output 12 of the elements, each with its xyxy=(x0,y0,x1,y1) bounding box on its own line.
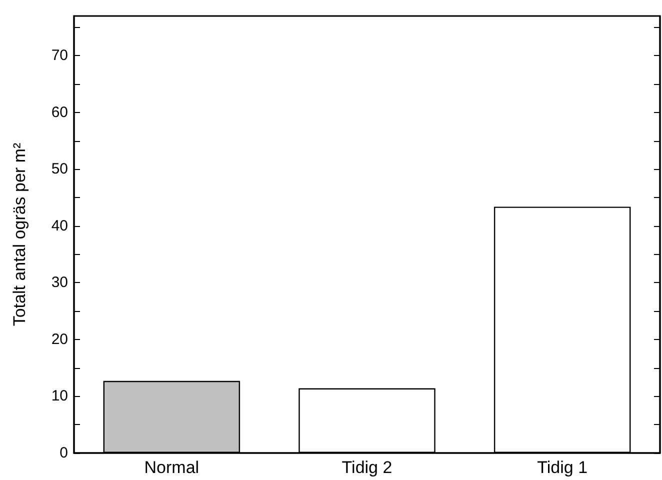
y-axis-title: Totalt antal ogräs per m² xyxy=(10,142,29,326)
y-tick-label: 20 xyxy=(51,330,68,348)
y-tick-label: 30 xyxy=(51,274,68,292)
y-tick-label: 50 xyxy=(51,160,68,178)
x-tick-label: Normal xyxy=(144,458,200,477)
y-tick-label: 70 xyxy=(51,47,68,64)
y-tick-label: 10 xyxy=(51,388,68,405)
y-tick-label: 0 xyxy=(60,444,68,462)
y-tick-label: 60 xyxy=(51,104,68,121)
x-tick-label: Tidig 1 xyxy=(537,458,588,477)
y-tick-label: 40 xyxy=(51,217,68,234)
x-tick-label: Tidig 2 xyxy=(342,458,392,477)
